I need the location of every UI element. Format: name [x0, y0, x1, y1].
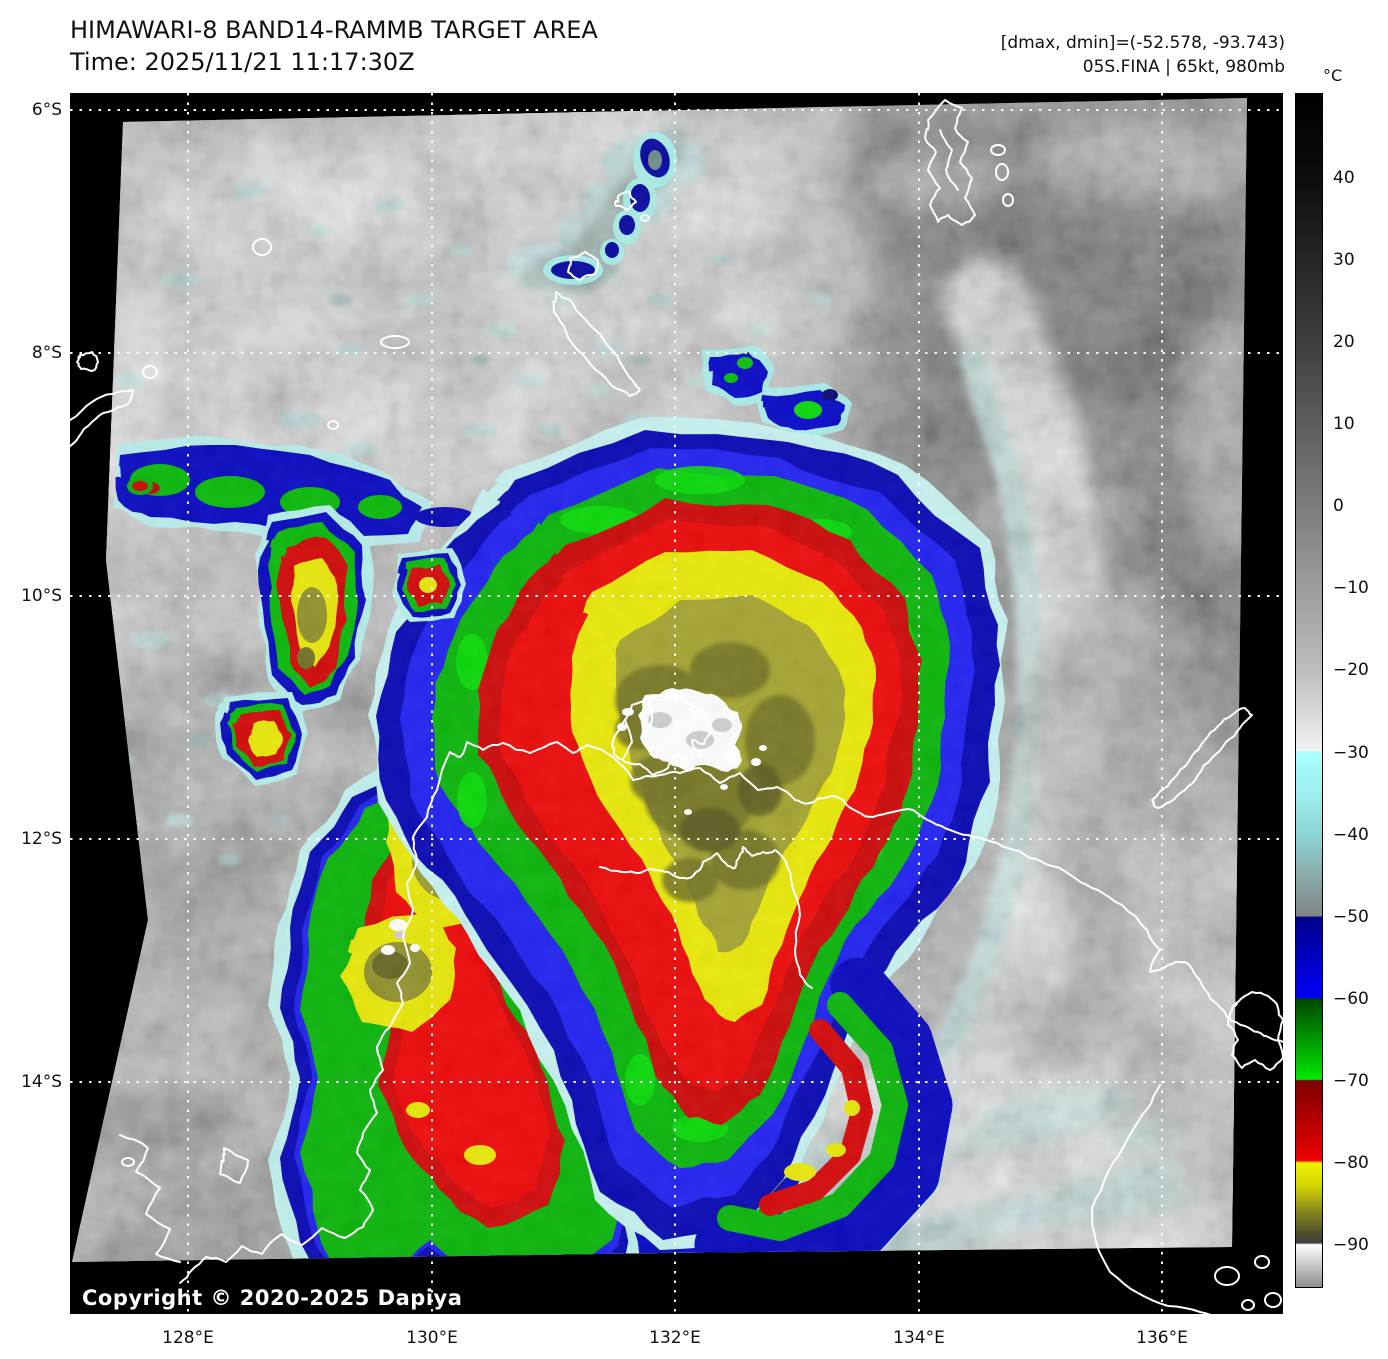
island-outline — [142, 365, 158, 379]
coastline — [1151, 707, 1253, 809]
colorbar-tick-label: −90 — [1333, 1235, 1369, 1256]
coastline — [466, 741, 1283, 1043]
island-outline — [1214, 1266, 1240, 1286]
coastline — [567, 251, 599, 281]
colorbar-tick-label: −80 — [1333, 1153, 1369, 1173]
island-outline — [640, 214, 650, 222]
longitude-tick-label: 130°E — [406, 1328, 458, 1348]
coastline — [599, 846, 813, 989]
colorbar — [1295, 93, 1323, 1288]
coastline — [924, 99, 976, 226]
latitude-tick-label: 14°S — [21, 1072, 62, 1092]
coastline — [119, 1134, 181, 1263]
colorbar-tick-label: −10 — [1333, 578, 1369, 599]
island-outline — [380, 335, 410, 349]
colorbar-tick-label: −60 — [1333, 988, 1369, 1009]
longitude-tick-label: 128°E — [162, 1328, 214, 1348]
colorbar-tick-label: −40 — [1333, 824, 1369, 845]
page-title: HIMAWARI-8 BAND14-RAMMB TARGET AREA — [70, 16, 598, 44]
island-outline — [990, 144, 1006, 156]
longitude-tick-label: 132°E — [649, 1328, 701, 1348]
satellite-map-area: Copyright © 2020-2025 Dapiya — [70, 93, 1283, 1314]
coastline — [76, 351, 99, 372]
copyright-watermark: Copyright © 2020-2025 Dapiya — [82, 1286, 463, 1310]
colorbar-tick-label: 0 — [1333, 496, 1344, 517]
island-outline — [1254, 1255, 1270, 1269]
dmax-dmin-readout: [dmax, dmin]=(-52.578, -93.743) — [1000, 33, 1285, 53]
coastline — [1091, 1084, 1211, 1314]
longitude-tick-label: 136°E — [1136, 1328, 1188, 1348]
grain — [72, 98, 1247, 1262]
colorbar-tick-label: −30 — [1333, 742, 1369, 763]
island-outline — [1002, 193, 1014, 207]
colorbar-tick-label: 30 — [1333, 250, 1355, 271]
colorbar-units-label: °C — [1323, 66, 1343, 85]
island-outline — [252, 238, 272, 256]
coastline — [643, 699, 654, 739]
fine-noise-texture — [72, 98, 1247, 1262]
latitude-tick-label: 6°S — [31, 100, 62, 120]
timestamp: Time: 2025/11/21 11:17:30Z — [70, 48, 415, 76]
latitude-tick-label: 8°S — [31, 343, 62, 363]
coastline — [939, 129, 959, 191]
longitude-tick-label: 134°E — [893, 1328, 945, 1348]
satellite-ir-image — [70, 93, 1283, 1314]
island-outline — [1241, 1299, 1255, 1311]
colorbar-tick-label: 10 — [1333, 414, 1355, 435]
coastline — [611, 694, 713, 776]
latitude-tick-label: 10°S — [21, 586, 62, 606]
colorbar-tick-label: −20 — [1333, 660, 1369, 681]
island-outline — [1264, 1292, 1282, 1308]
colorbar-tick-label: 40 — [1333, 167, 1355, 188]
gridlines — [70, 93, 1283, 1314]
coastline — [219, 1147, 249, 1184]
coastline — [1227, 991, 1283, 1071]
coastline — [623, 719, 633, 759]
island-outline — [327, 420, 339, 430]
storm-info: 05S.FINA | 65kt, 980mb — [1082, 57, 1285, 77]
coastline — [70, 389, 134, 447]
island-outline — [121, 1157, 135, 1167]
colorbar-tick-label: −50 — [1333, 906, 1369, 927]
colorbar-tick-label: −70 — [1333, 1070, 1369, 1091]
coastline — [614, 190, 637, 211]
coastlines — [70, 99, 1283, 1314]
colorbar-tick-label: 20 — [1333, 332, 1355, 353]
latitude-tick-label: 12°S — [21, 829, 62, 849]
coastline — [552, 291, 641, 397]
coastline — [179, 741, 468, 1284]
island-outline — [995, 163, 1009, 181]
